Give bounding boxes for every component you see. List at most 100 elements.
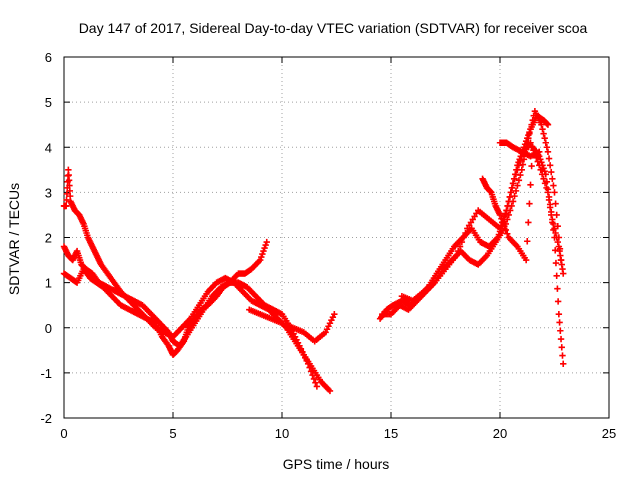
data-point	[542, 171, 549, 178]
data-point	[540, 130, 547, 137]
data-point	[543, 144, 551, 151]
data-point	[550, 220, 557, 228]
data-point	[556, 319, 563, 326]
x-tick-label: 15	[384, 426, 398, 441]
data-point	[560, 360, 567, 368]
data-point	[462, 229, 469, 237]
y-tick-label: -2	[40, 411, 52, 426]
data-point	[506, 193, 514, 201]
data-point	[515, 177, 523, 184]
data-point	[559, 352, 566, 359]
data-point	[553, 211, 560, 219]
series-pass-b	[60, 243, 321, 390]
data-point	[557, 335, 565, 343]
data-point	[455, 247, 462, 255]
data-point	[546, 162, 554, 169]
data-point	[551, 189, 558, 196]
data-point	[460, 234, 467, 241]
y-tick-label: 5	[45, 95, 52, 110]
data-point	[539, 126, 546, 133]
data-point	[505, 211, 512, 219]
data-point	[63, 196, 70, 204]
grid-lines	[64, 57, 609, 418]
data-point	[498, 215, 505, 222]
data-point	[544, 186, 552, 193]
data-point	[536, 148, 543, 155]
data-point	[508, 184, 516, 192]
data-point	[552, 200, 559, 207]
data-point	[511, 175, 518, 183]
x-axis-label: GPS time / hours	[283, 456, 390, 472]
data-point	[512, 171, 520, 178]
x-tick-label: 20	[493, 426, 507, 441]
data-point	[526, 130, 533, 137]
x-tick-label: 0	[60, 426, 67, 441]
data-point	[263, 238, 270, 246]
data-point	[555, 311, 563, 318]
data-point	[550, 182, 557, 189]
data-point	[522, 256, 530, 264]
data-point	[560, 270, 567, 277]
series-pass-f	[379, 107, 565, 318]
data-point	[537, 156, 544, 163]
data-point	[528, 162, 535, 170]
data-point	[544, 121, 552, 128]
data-point	[540, 175, 547, 183]
data-point	[313, 383, 321, 390]
y-axis-label: SDTVAR / TECUs	[6, 183, 22, 295]
data-point	[553, 234, 560, 241]
series-pass-d	[246, 306, 338, 345]
data-point	[496, 211, 504, 219]
data-point	[507, 189, 515, 196]
data-point	[503, 207, 510, 214]
data-point	[505, 198, 512, 205]
data-point	[527, 139, 534, 146]
data-point	[62, 202, 70, 210]
data-point	[551, 225, 558, 232]
data-point	[539, 162, 546, 169]
data-point	[514, 166, 521, 174]
data-point	[544, 148, 552, 155]
data-point	[512, 187, 520, 195]
data-point	[527, 181, 534, 189]
data-point	[548, 168, 555, 176]
data-point	[549, 216, 556, 223]
data-point	[554, 298, 562, 305]
y-tick-label: 2	[45, 231, 52, 246]
data-point	[259, 250, 266, 258]
series-pass-i	[496, 139, 543, 160]
data-point	[545, 193, 553, 201]
x-tick-label: 5	[169, 426, 176, 441]
data-point	[546, 201, 554, 208]
x-tick-label: 25	[602, 426, 616, 441]
data-point	[514, 182, 521, 189]
data-points	[60, 107, 567, 395]
data-point	[557, 327, 564, 334]
data-point	[558, 344, 565, 351]
data-point	[554, 285, 561, 292]
data-point	[496, 225, 504, 232]
data-point	[538, 159, 545, 166]
data-point	[258, 253, 265, 261]
data-point	[542, 139, 549, 146]
y-tick-label: 4	[45, 140, 52, 155]
y-tick-label: 1	[45, 276, 52, 291]
data-point	[312, 379, 319, 386]
data-point	[526, 200, 533, 207]
data-point	[528, 121, 535, 128]
data-point	[458, 238, 466, 246]
data-point	[552, 229, 559, 237]
data-point	[326, 387, 334, 395]
data-point	[453, 252, 460, 259]
data-point	[545, 155, 553, 162]
data-point	[553, 272, 560, 280]
y-tick-label: 6	[45, 50, 52, 65]
data-point	[554, 238, 561, 246]
data-point	[502, 226, 510, 234]
series-pass-a	[60, 166, 270, 359]
data-point	[525, 135, 532, 142]
data-point	[524, 238, 531, 245]
axis-ticks: 0 5 10 15 20 25 -2 -1 0 1 2 3 4 5 6	[40, 50, 616, 441]
data-point	[554, 223, 561, 230]
